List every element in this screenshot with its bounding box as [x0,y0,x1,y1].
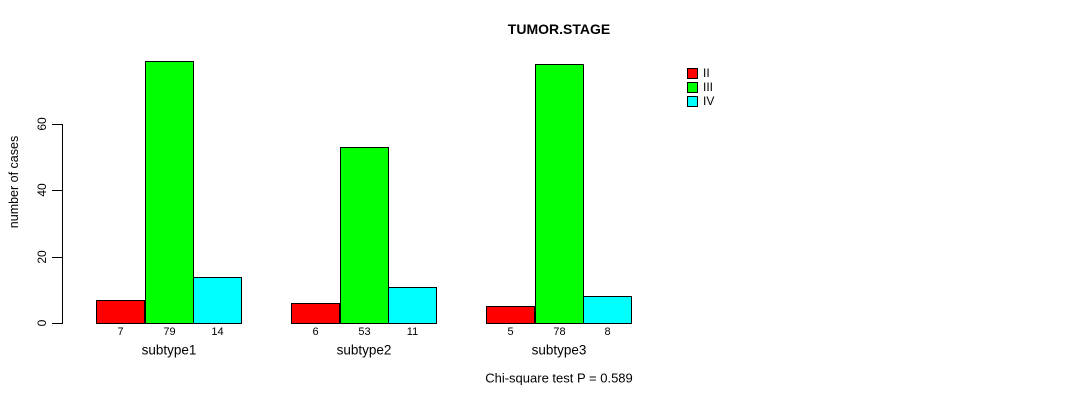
chi-square-annotation: Chi-square test P = 0.589 [485,370,633,386]
legend-label-II: II [703,66,710,80]
bar-value-label: 6 [312,326,319,338]
bar-value-label: 5 [507,326,514,338]
y-axis-tick [52,323,62,324]
legend-swatch-II [687,67,698,79]
y-axis-tick [52,124,62,125]
legend-label-III: III [703,80,714,94]
bar-II-subtype1 [96,300,145,324]
bar-value-label: 78 [553,326,566,338]
bar-III-subtype1 [145,61,194,324]
bar-value-label: 8 [604,326,611,338]
y-axis-tick [52,190,62,191]
chart-title: TUMOR.STAGE [507,21,611,37]
legend-swatch-IV [687,95,698,107]
legend-swatch-III [687,81,698,93]
legend-row-IV: IV [687,94,714,108]
y-axis-line [62,124,63,324]
bar-IV-subtype2 [388,287,437,324]
legend: II III IV [687,66,714,108]
legend-label-IV: IV [703,94,715,108]
y-axis-tick [52,257,62,258]
bar-II-subtype2 [291,303,340,324]
bar-value-label: 53 [358,326,371,338]
bar-III-subtype3 [535,64,584,324]
y-axis-label: number of cases [7,135,21,229]
category-label-subtype3: subtype3 [531,342,587,358]
y-axis-tick-label: 0 [35,319,49,327]
bar-II-subtype3 [486,306,535,324]
bar-value-label: 11 [406,326,419,338]
bar-value-label: 14 [211,326,224,338]
category-label-subtype1: subtype1 [141,342,197,358]
bar-IV-subtype1 [193,277,242,324]
bar-III-subtype2 [340,147,389,324]
y-axis-tick-label: 60 [35,117,49,131]
legend-row-II: II [687,66,714,80]
bar-value-label: 7 [117,326,124,338]
y-axis-tick-label: 20 [35,250,49,264]
legend-row-III: III [687,80,714,94]
bar-value-label: 79 [163,326,176,338]
y-axis-tick-label: 40 [35,183,49,197]
bar-IV-subtype3 [583,296,632,324]
category-label-subtype2: subtype2 [336,342,392,358]
